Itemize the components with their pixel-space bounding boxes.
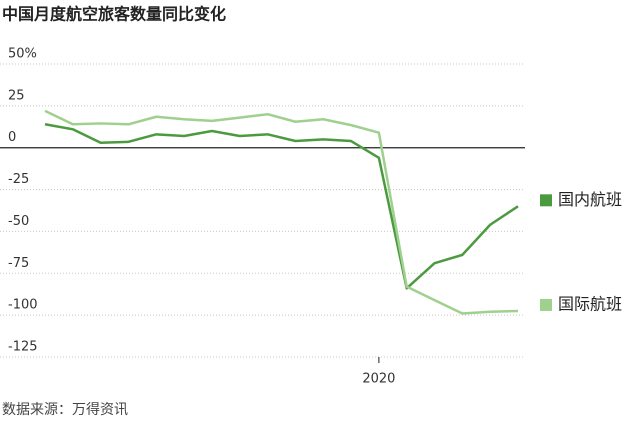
- series-line: [44, 109, 519, 315]
- y-tick-label: -125: [8, 340, 38, 355]
- y-tick-label: 0: [8, 130, 16, 145]
- x-tick-label: 2020: [362, 372, 395, 387]
- legend-label: 国内航班: [558, 190, 622, 209]
- source-note: 数据来源：万得资讯: [2, 401, 128, 418]
- y-tick-label: 25: [8, 88, 25, 103]
- legend-label: 国际航班: [558, 294, 622, 313]
- legend-swatch: [540, 194, 552, 207]
- y-tick-label: -25: [8, 172, 29, 187]
- y-tick-label: 50%: [8, 47, 37, 62]
- y-tick-label: -75: [8, 256, 29, 271]
- chart-title: 中国月度航空旅客数量同比变化: [2, 5, 226, 24]
- series-line: [44, 123, 519, 290]
- y-tick-label: -50: [8, 214, 29, 229]
- y-tick-label: -100: [8, 298, 38, 313]
- legend-swatch: [540, 298, 552, 311]
